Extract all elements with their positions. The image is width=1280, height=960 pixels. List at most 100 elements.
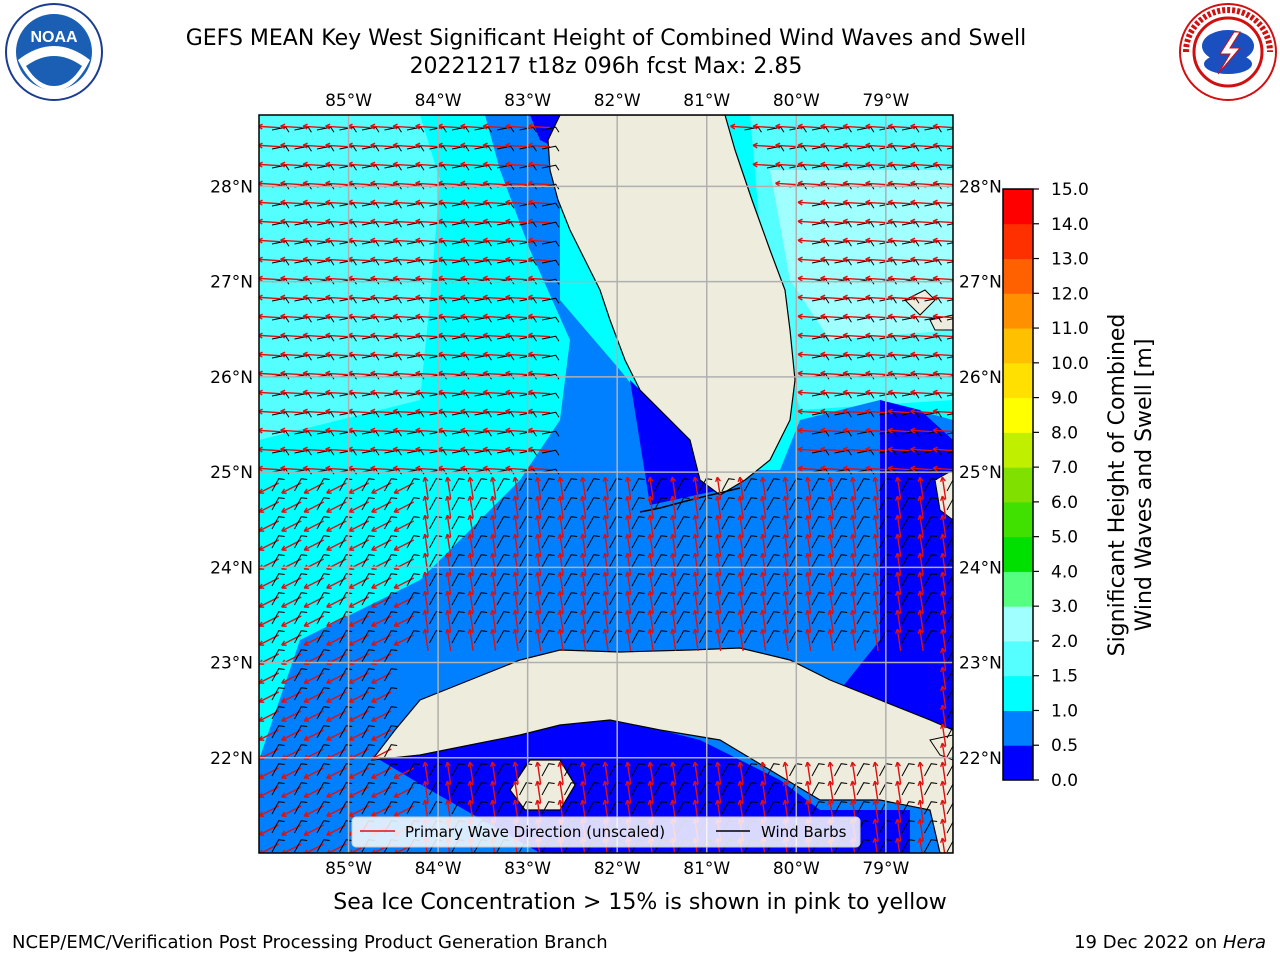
wave-direction-arrowhead	[482, 465, 488, 472]
wind-barb	[946, 763, 953, 777]
wave-direction-arrowhead	[259, 389, 263, 396]
wave-direction-arrowhead	[280, 332, 286, 339]
wave-direction-arrowhead	[865, 180, 871, 187]
wave-direction-arrow	[842, 391, 866, 395]
wave-direction-arrow	[527, 182, 551, 186]
wave-direction-arrowhead	[624, 514, 631, 521]
wind-barb	[339, 497, 353, 511]
wind-barb	[361, 763, 375, 777]
wave-direction-arrow	[829, 477, 834, 499]
wave-direction-arrowhead	[280, 123, 286, 130]
wave-direction-arrowhead	[939, 647, 946, 654]
wind-barb	[766, 573, 780, 587]
wave-direction-arrowhead	[872, 552, 879, 559]
wave-direction-arrowhead	[797, 218, 803, 225]
wave-direction-arrow	[437, 125, 461, 129]
wave-direction-arrow	[581, 629, 587, 651]
wave-direction-arrowhead	[797, 313, 803, 320]
wave-direction-arrowhead	[647, 780, 654, 787]
wind-barb	[361, 573, 375, 587]
wave-direction-arrowhead	[737, 799, 744, 806]
wave-direction-arrow	[919, 610, 924, 632]
wave-direction-arrow	[259, 334, 281, 338]
wave-direction-arrow	[581, 591, 587, 613]
wave-direction-arrowhead	[370, 142, 376, 149]
wave-direction-arrow	[806, 477, 812, 499]
wave-direction-arrow	[302, 144, 326, 148]
wind-barb	[654, 478, 668, 492]
wind-barb	[924, 611, 938, 625]
wave-direction-arrow	[919, 496, 924, 518]
wind-barb	[924, 516, 938, 530]
wave-direction-arrowhead	[910, 237, 916, 244]
wave-direction-arrow	[469, 477, 474, 499]
wave-direction-arrow	[302, 182, 326, 186]
wave-direction-arrowhead	[505, 465, 511, 472]
wave-direction-arrow	[505, 391, 528, 395]
wave-direction-arrow	[482, 182, 506, 186]
wind-barb	[676, 516, 690, 530]
wave-direction-arrowhead	[849, 495, 856, 502]
wave-direction-arrow	[347, 467, 371, 471]
wave-direction-arrowhead	[797, 123, 803, 130]
wave-direction-arrow	[469, 496, 474, 518]
wave-direction-arrowhead	[527, 427, 533, 434]
wave-direction-arrow	[932, 372, 953, 376]
wave-direction-arrowhead	[482, 332, 488, 339]
wave-height-band-0-0-florida-bay	[630, 380, 720, 505]
wave-direction-arrow	[671, 762, 677, 784]
wave-direction-arrowhead	[370, 161, 376, 168]
wind-barb	[946, 432, 953, 435]
wind-barb	[541, 478, 555, 492]
wind-barb	[451, 573, 465, 587]
wind-barb	[429, 630, 443, 644]
wind-barb	[271, 687, 285, 701]
wave-direction-arrow	[739, 610, 744, 632]
wave-direction-arrow	[469, 534, 474, 556]
wave-direction-arrow	[887, 467, 911, 471]
colorbar-tick-label: 2.0	[1051, 632, 1078, 652]
wave-direction-arrowhead	[804, 552, 811, 559]
wave-direction-arrow	[325, 296, 348, 300]
wind-barb	[339, 801, 353, 815]
wave-direction-arrowhead	[527, 199, 533, 206]
wave-direction-arrowhead	[939, 723, 946, 730]
wind-barb	[429, 592, 443, 606]
wave-direction-arrowhead	[392, 294, 398, 301]
wave-direction-arrow	[482, 220, 506, 224]
wave-direction-arrowhead	[415, 218, 421, 225]
wave-direction-arrow	[392, 448, 416, 452]
wave-direction-arrowhead	[865, 465, 871, 472]
wind-barb	[361, 801, 375, 815]
wind-barb	[766, 611, 780, 625]
wave-direction-arrowhead	[917, 761, 924, 768]
map-legend: Primary Wave Direction (unscaled) Wind B…	[351, 816, 861, 848]
colorbar-ticks: 15.014.013.012.011.010.09.08.07.06.05.04…	[1033, 180, 1089, 791]
wind-barb	[406, 516, 420, 530]
wave-direction-arrowhead	[348, 811, 355, 817]
wave-direction-arrowhead	[692, 571, 699, 578]
wave-direction-arrow	[820, 125, 843, 129]
wave-direction-arrowhead	[482, 180, 488, 187]
wind-barb	[856, 554, 870, 568]
wind-barb	[316, 592, 330, 606]
wind-barb	[946, 204, 953, 207]
wave-direction-arrowhead	[602, 533, 609, 540]
wave-direction-arrow	[806, 629, 812, 651]
wind-barb	[856, 801, 870, 815]
wave-direction-arrow	[671, 629, 677, 651]
wind-barb	[384, 516, 398, 530]
wave-height-band-2-0-east	[770, 170, 953, 340]
wave-direction-arrowhead	[737, 780, 744, 787]
wave-direction-arrowhead	[325, 294, 331, 301]
wave-direction-arrowhead	[505, 275, 511, 282]
wave-direction-arrowhead	[775, 161, 781, 168]
wave-direction-arrowhead	[804, 533, 811, 540]
wave-direction-arrowhead	[827, 571, 834, 578]
wave-direction-arrow	[874, 819, 879, 841]
wind-barb	[766, 782, 780, 796]
wave-direction-arrow	[259, 372, 281, 376]
wind-barb	[339, 478, 353, 492]
wave-direction-arrowhead	[460, 370, 466, 377]
wave-direction-arrowhead	[827, 495, 834, 502]
